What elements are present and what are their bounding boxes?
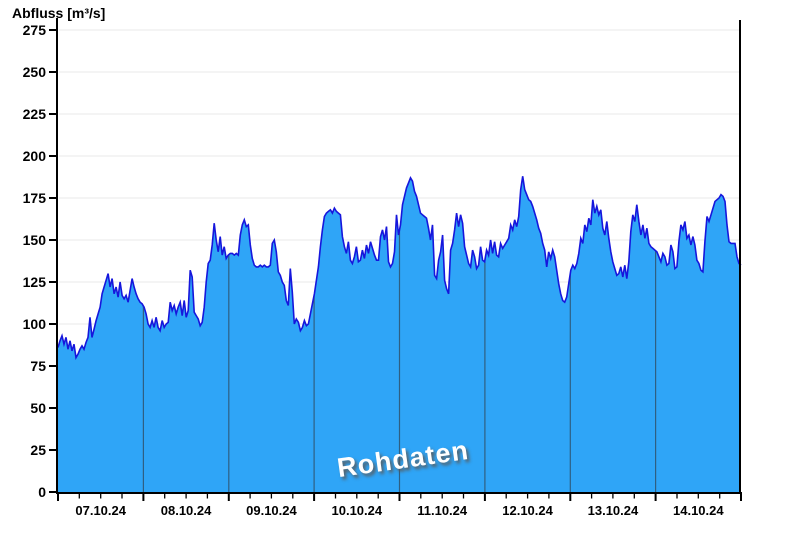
y-tick-label: 75 — [30, 358, 46, 374]
y-axis-title: Abfluss [m³/s] — [12, 5, 106, 21]
x-tick-label: 12.10.24 — [502, 503, 553, 518]
y-tick-label: 125 — [22, 274, 46, 290]
discharge-line — [57, 175, 742, 360]
x-tick-label: 14.10.24 — [673, 503, 724, 518]
x-tick-label: 08.10.24 — [160, 503, 212, 518]
y-tick-label: 50 — [30, 400, 46, 416]
x-tick-label: 11.10.24 — [417, 503, 468, 518]
y-tick-label: 0 — [38, 484, 46, 500]
y-tick-label: 225 — [22, 106, 46, 122]
x-tick-label: 10.10.24 — [331, 503, 383, 518]
y-tick-label: 175 — [22, 190, 46, 206]
y-tick-label: 250 — [22, 64, 46, 80]
x-tick-label: 09.10.24 — [246, 503, 297, 518]
y-tick-label: 25 — [30, 442, 46, 458]
x-tick-label: 13.10.24 — [587, 503, 639, 518]
y-tick-label: 150 — [22, 232, 46, 248]
y-tick-label: 200 — [22, 148, 46, 164]
y-tick-label: 275 — [22, 22, 46, 38]
x-tick-label: 07.10.24 — [75, 503, 126, 518]
y-tick-label: 100 — [22, 316, 46, 332]
